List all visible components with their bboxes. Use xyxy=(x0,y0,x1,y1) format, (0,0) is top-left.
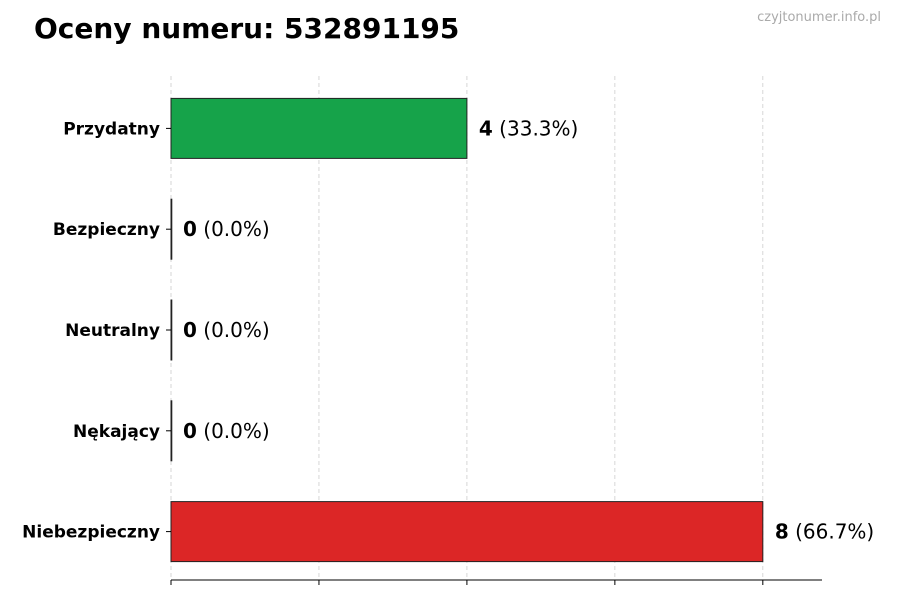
bar xyxy=(170,400,173,462)
category-label: Neutralny xyxy=(65,321,160,341)
percent-label: (0.0%) xyxy=(197,217,270,241)
value-label: 0 xyxy=(183,318,197,342)
bar xyxy=(170,198,173,260)
value-label: 8 xyxy=(775,520,789,544)
value-label: 0 xyxy=(183,419,197,443)
category-label: Bezpieczny xyxy=(53,220,160,240)
category-label: Niebezpieczny xyxy=(22,523,160,543)
chart-title: Oceny numeru: 532891195 xyxy=(34,12,460,45)
percent-label: (0.0%) xyxy=(197,419,270,443)
data-label: 0 (0.0%) xyxy=(183,217,270,241)
data-label: 4 (33.3%) xyxy=(479,116,578,140)
bar xyxy=(170,299,173,361)
data-label: 8 (66.7%) xyxy=(775,520,874,544)
percent-label: (66.7%) xyxy=(789,520,875,544)
bar xyxy=(170,97,468,159)
data-label: 0 (0.0%) xyxy=(183,419,270,443)
category-label: Przydatny xyxy=(63,119,160,139)
percent-label: (0.0%) xyxy=(197,318,270,342)
value-label: 4 xyxy=(479,116,493,140)
watermark: czyjtonumer.info.pl xyxy=(757,10,881,25)
percent-label: (33.3%) xyxy=(493,116,578,140)
value-label: 0 xyxy=(183,217,197,241)
bar xyxy=(170,501,764,563)
category-label: Nękający xyxy=(73,422,160,442)
data-label: 0 (0.0%) xyxy=(183,318,270,342)
